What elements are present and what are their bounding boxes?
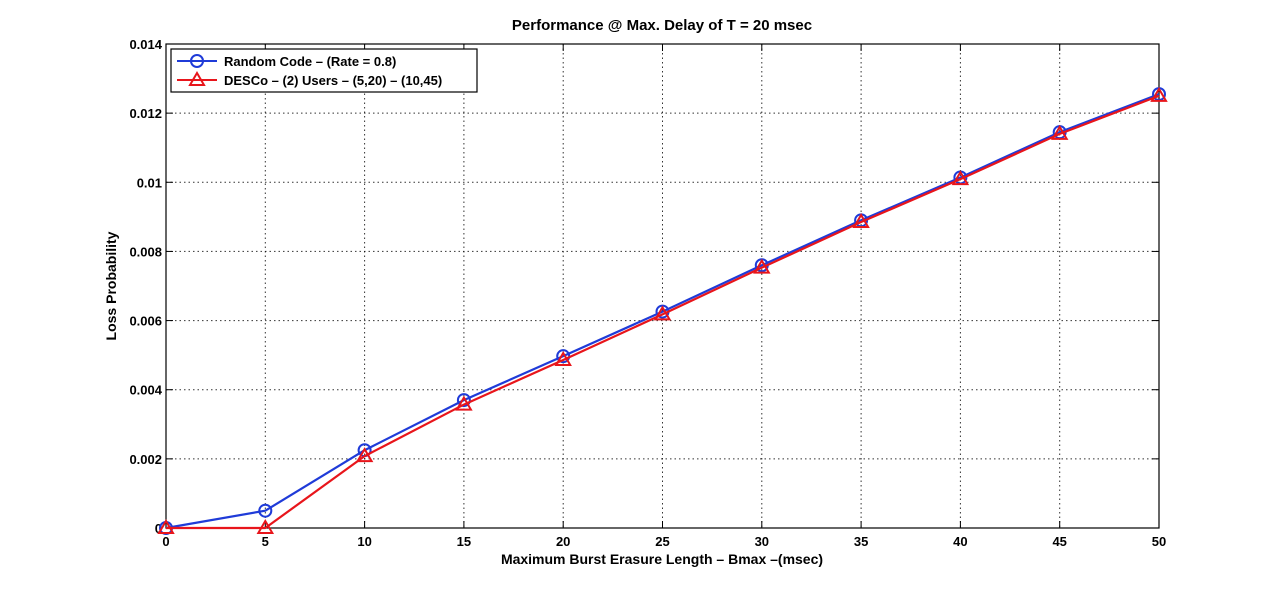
x-tick-label: 0 [162,534,169,549]
data-point-circle [456,393,471,408]
x-tick-label: 20 [556,534,570,549]
data-point-triangle [157,519,175,534]
y-tick-label: 0.008 [129,244,162,259]
y-tick-label: 0.002 [129,452,162,467]
x-tick-label: 40 [953,534,967,549]
data-point-triangle [554,350,572,366]
legend-label-desco: DESCo – (2) Users – (5,20) – (10,45) [224,73,442,88]
x-tick-label: 35 [854,534,868,549]
data-point-triangle [951,170,970,186]
data-point-triangle [455,395,473,411]
series [157,86,1168,535]
grid [166,44,1159,528]
data-point-circle [258,503,273,518]
legend-marker-circle-icon [190,54,204,68]
legend-box [170,48,478,93]
axis-ticks: 0 5 10 15 20 25 30 35 40 45 50 0 0.002 0.004 0.006 0.00… [129,37,1166,549]
x-tick-label: 15 [457,534,471,549]
y-tick-label: 0.01 [137,175,162,190]
legend-entry-random-code: Random Code – (Rate = 0.8) [177,54,396,69]
y-tick-label: 0 [155,521,162,536]
series-line-0 [165,93,1160,530]
legend-label-random-code: Random Code – (Rate = 0.8) [224,54,396,69]
data-point-triangle [653,305,672,321]
legend-marker-triangle-icon [188,71,206,86]
x-tick-label: 25 [655,534,669,549]
x-tick-label: 5 [262,534,269,549]
legend-entry-desco: DESCo – (2) Users – (5,20) – (10,45) [177,71,442,88]
y-axis-label: Loss Probability [103,231,119,340]
x-axis-label: Maximum Burst Erasure Length – Bmax –(ms… [501,551,823,567]
x-tick-label: 30 [755,534,769,549]
chart-title: Performance @ Max. Delay of T = 20 msec [512,17,812,34]
y-tick-label: 0.012 [129,106,162,121]
data-point-triangle [1150,86,1168,102]
x-tick-label: 10 [357,534,371,549]
y-tick-label: 0.014 [129,37,162,52]
y-tick-label: 0.004 [129,383,162,398]
data-point-triangle [753,258,771,274]
legend: Random Code – (Rate = 0.8) DESCo – (2) U… [170,48,478,93]
data-point-triangle [1050,124,1069,140]
x-tick-label: 50 [1152,534,1166,549]
plot-area [166,44,1159,528]
data-point-triangle [852,213,870,229]
series-1 [157,86,1168,534]
y-tick-label: 0.006 [129,314,162,329]
data-point-triangle [256,519,275,534]
plot-frame [165,43,1160,529]
data-point-triangle [355,447,374,463]
series-line-1 [166,94,1160,530]
x-tick-label: 45 [1052,534,1066,549]
